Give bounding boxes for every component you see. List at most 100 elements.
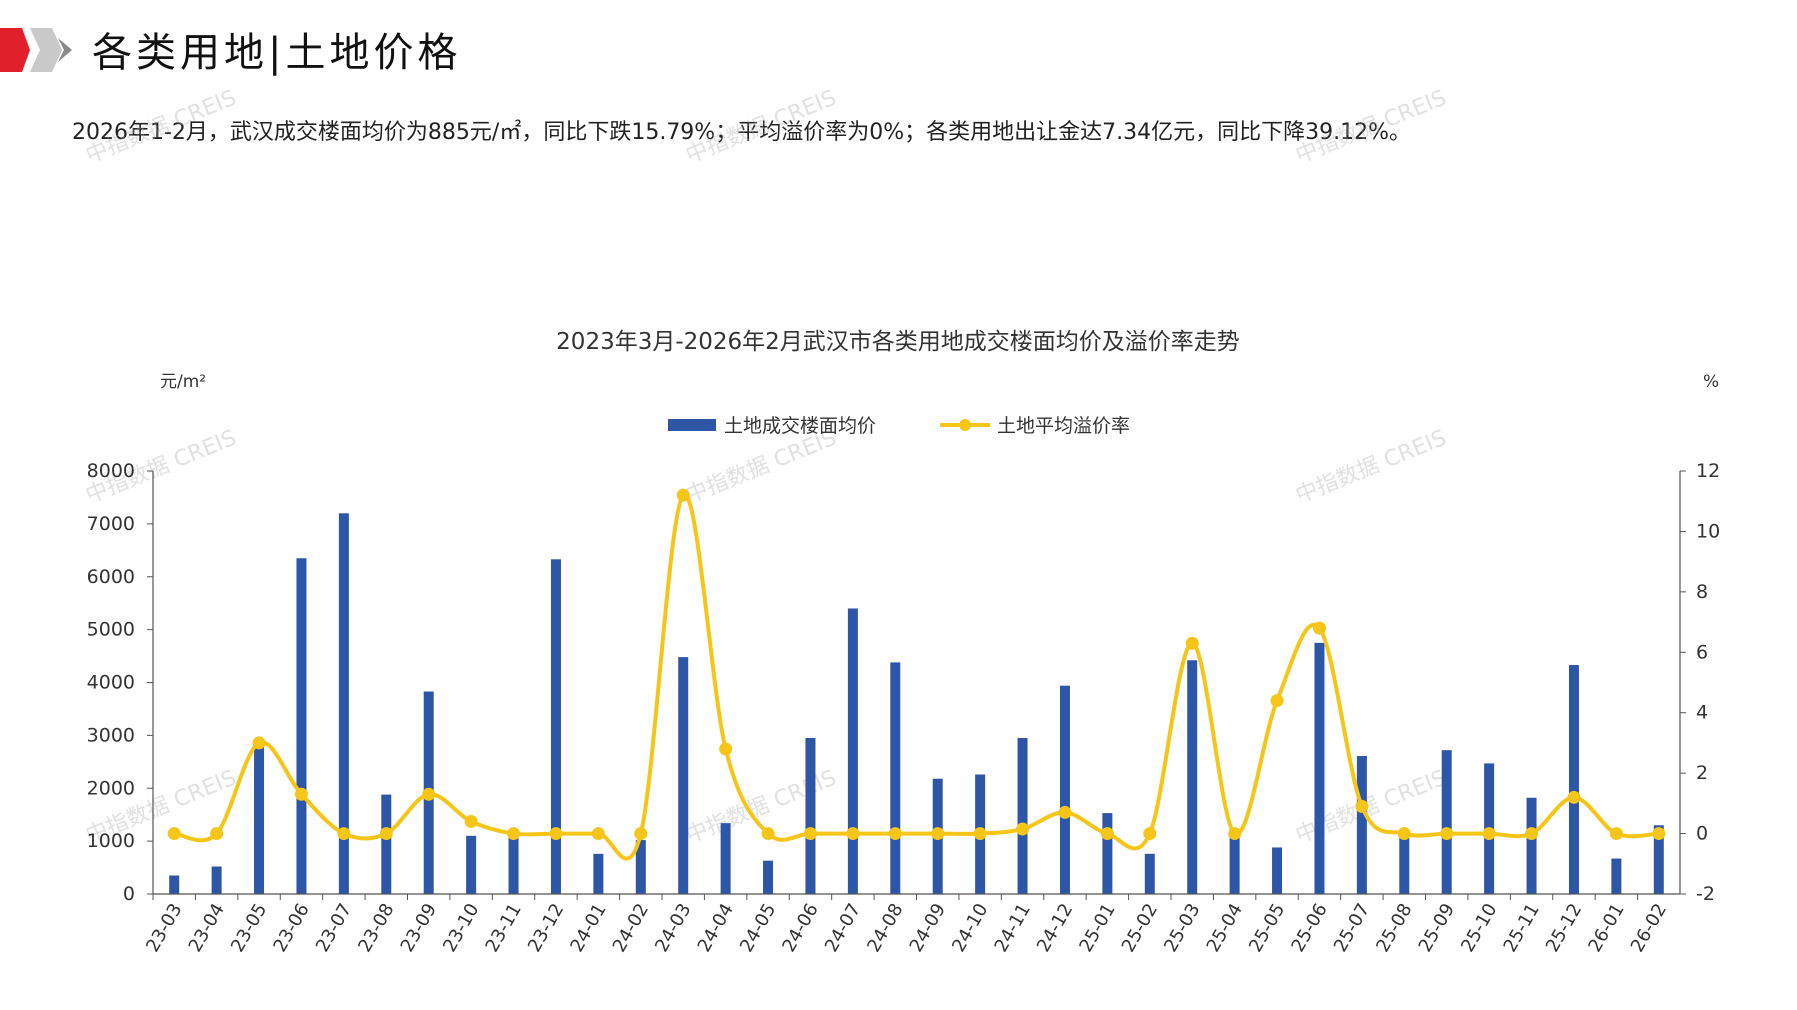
bar [1229, 835, 1240, 894]
line-point [252, 736, 266, 750]
bar [635, 840, 646, 894]
x-tick-label: 24-11 [991, 900, 1035, 956]
brand-logo-icon [0, 28, 72, 72]
x-tick-label: 24-02 [609, 900, 653, 956]
bar [466, 835, 477, 894]
bar-series [169, 513, 1664, 894]
x-tick-label: 23-11 [482, 900, 526, 956]
line-point [591, 827, 605, 841]
line-point [210, 827, 224, 841]
line-point [761, 827, 775, 841]
line-point [1185, 636, 1199, 650]
right-tick-label: 8 [1696, 581, 1708, 603]
x-tick-label: 25-03 [1160, 900, 1204, 956]
line-point [846, 827, 860, 841]
x-tick-label: 23-03 [142, 900, 186, 956]
bar [1653, 825, 1664, 894]
x-tick-label: 25-04 [1203, 900, 1247, 956]
x-tick-label: 25-12 [1542, 900, 1586, 956]
bar [338, 513, 349, 894]
line-series [167, 488, 1666, 861]
x-tick-label: 26-01 [1584, 900, 1628, 956]
line-point [1482, 827, 1496, 841]
left-tick-label: 4000 [87, 672, 135, 694]
right-tick-label: 6 [1696, 641, 1708, 663]
line-point [803, 827, 817, 841]
line-point [1397, 827, 1411, 841]
x-tick-label: 24-01 [566, 900, 610, 956]
legend-bar-label: 土地成交楼面均价 [724, 415, 876, 437]
x-tick-label: 24-07 [821, 900, 865, 956]
legend-bar-swatch [668, 419, 716, 431]
bar [381, 794, 392, 894]
x-tick-label: 25-09 [1415, 900, 1459, 956]
bar [1568, 665, 1579, 894]
line-point [1143, 827, 1157, 841]
bar [508, 835, 519, 894]
x-tick-label: 23-08 [354, 900, 398, 956]
left-axis-unit: 元/m² [160, 372, 206, 392]
left-tick-label: 2000 [87, 777, 135, 799]
x-tick-label: 23-10 [439, 900, 483, 956]
line-point [1525, 827, 1539, 841]
bar [593, 853, 604, 894]
line-point [1440, 827, 1454, 841]
bar [1399, 835, 1410, 894]
line-point [931, 827, 945, 841]
line-point [676, 488, 690, 502]
bar [1144, 853, 1155, 894]
right-tick-label: 12 [1696, 460, 1720, 482]
bar [678, 657, 689, 894]
right-tick-label: 0 [1696, 823, 1708, 845]
right-tick-label: 10 [1696, 520, 1720, 542]
left-tick-label: 0 [123, 883, 135, 905]
x-tick-label: 23-05 [227, 900, 271, 956]
left-tick-label: 3000 [87, 724, 135, 746]
line-point [337, 827, 351, 841]
left-tick-label: 8000 [87, 460, 135, 482]
bar [550, 559, 561, 894]
x-tick-label: 24-10 [948, 900, 992, 956]
line-point [1100, 827, 1114, 841]
bar [1059, 685, 1070, 894]
line-point [1016, 822, 1030, 836]
premium-rate-line [173, 492, 1659, 861]
right-axis-unit: % [1703, 372, 1719, 392]
line-point [1312, 621, 1326, 635]
x-tick-label: 23-12 [524, 900, 568, 956]
line-point [379, 827, 393, 841]
x-tick-label: 25-07 [1330, 900, 1374, 956]
line-point [507, 827, 521, 841]
bar [296, 558, 307, 894]
line-point [464, 814, 478, 828]
right-axis: -2 0 2 4 6 8 10 12 [1679, 460, 1720, 905]
line-point [422, 787, 436, 801]
left-tick-label: 6000 [87, 566, 135, 588]
x-tick-label: 25-11 [1500, 900, 1544, 956]
x-tick-label: 23-04 [185, 900, 229, 956]
bar [720, 823, 731, 894]
bar [211, 866, 222, 894]
bar [1611, 858, 1622, 894]
x-tick-label: 25-08 [1372, 900, 1416, 956]
line-point [634, 827, 648, 841]
legend-line-label: 土地平均溢价率 [997, 415, 1130, 437]
bar [1441, 750, 1452, 894]
right-tick-label: 2 [1696, 762, 1708, 784]
x-tick-label: 23-07 [312, 900, 356, 956]
x-tick-label: 24-09 [906, 900, 950, 956]
x-tick-label: 25-05 [1245, 900, 1289, 956]
bar [1187, 660, 1198, 894]
line-point [1567, 790, 1581, 804]
line-point [1652, 827, 1666, 841]
legend-line-marker [959, 419, 971, 431]
bar [763, 860, 774, 894]
chart-title: 2023年3月-2026年2月武汉市各类用地成交楼面均价及溢价率走势 [556, 329, 1240, 355]
line-point [973, 827, 987, 841]
line-point [719, 742, 733, 756]
line-point [888, 827, 902, 841]
line-point [1609, 827, 1623, 841]
bar [890, 662, 901, 894]
bar [1102, 813, 1113, 894]
x-tick-label: 24-04 [694, 900, 738, 956]
